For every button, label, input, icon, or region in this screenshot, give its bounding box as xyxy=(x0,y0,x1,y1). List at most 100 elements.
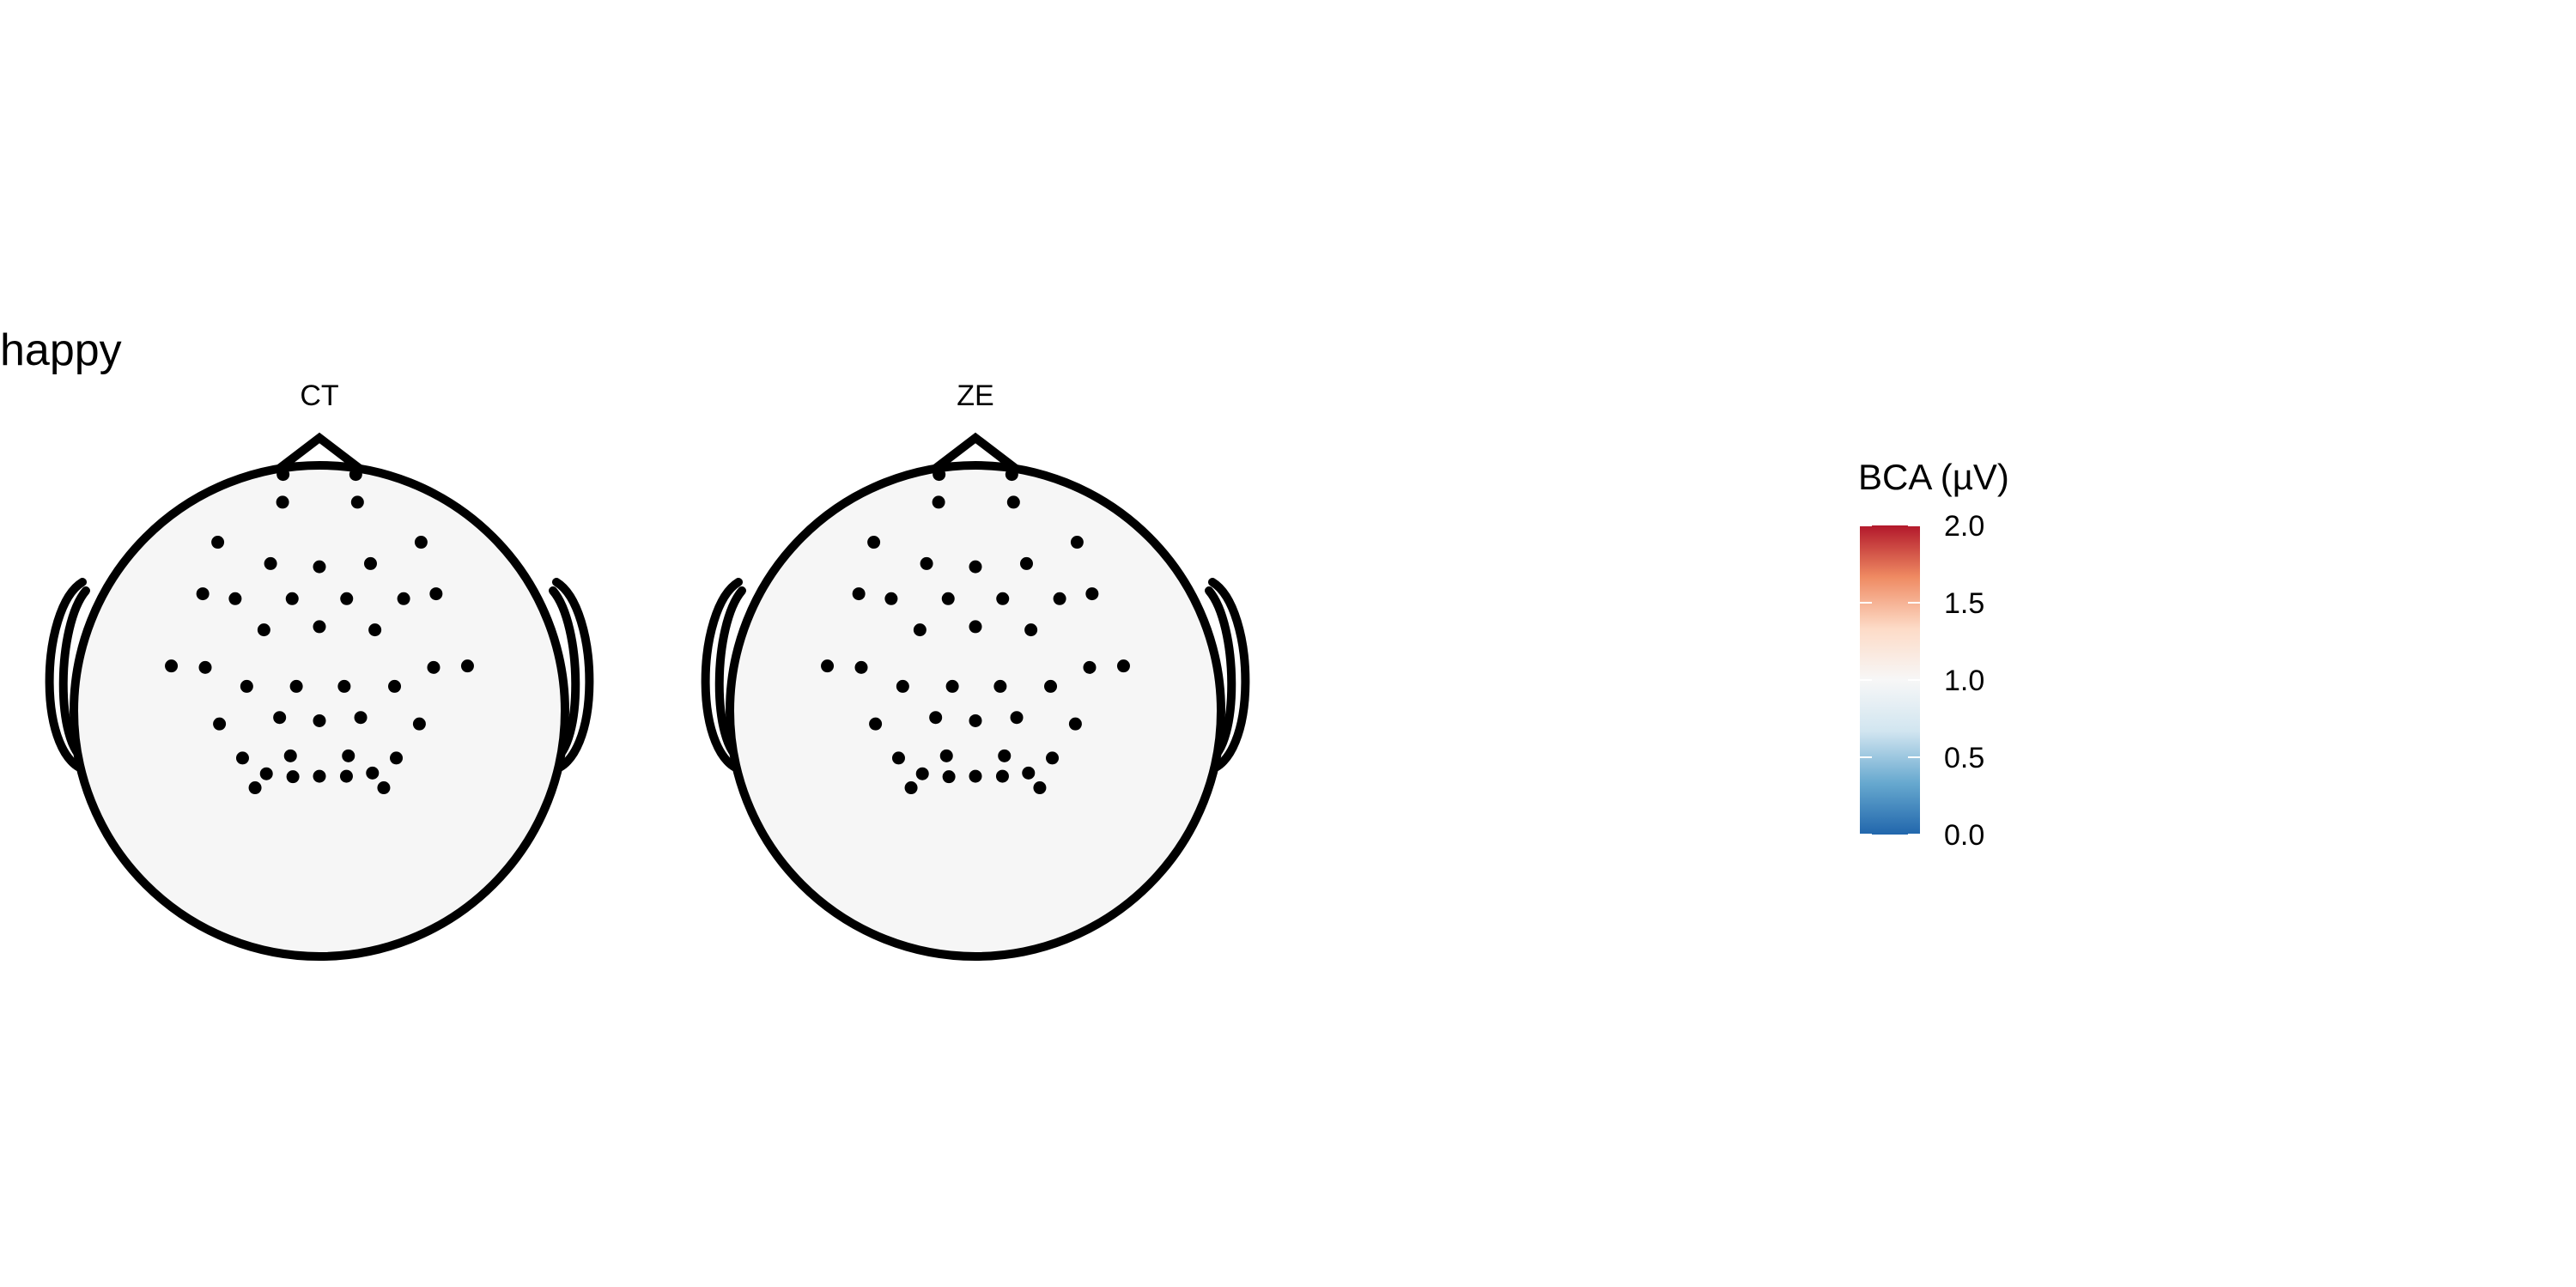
electrode-dot xyxy=(998,749,1012,762)
electrode-dot xyxy=(995,769,1009,783)
scalp-outline xyxy=(726,461,1225,961)
electrode-dot xyxy=(1116,659,1130,673)
electrode-dot xyxy=(240,679,253,693)
legend-tick-label: 0.0 xyxy=(1944,819,1984,852)
electrode-dot xyxy=(1068,717,1082,731)
electrode-dot xyxy=(929,711,943,725)
panel-label-ct: CT xyxy=(300,379,338,412)
electrode-dot xyxy=(397,592,410,605)
electrode-dot xyxy=(377,781,391,795)
electrode-dot xyxy=(854,660,868,674)
electrode-dot xyxy=(1005,468,1018,482)
nose xyxy=(925,432,1026,477)
electrode-dot xyxy=(969,769,982,783)
electrode-dot xyxy=(337,679,351,693)
right-ear xyxy=(1201,578,1250,775)
electrode-dot xyxy=(852,587,866,601)
electrode-dot xyxy=(1085,587,1099,601)
legend-tick-label: 0.5 xyxy=(1944,742,1984,774)
electrode-dot xyxy=(350,495,364,509)
electrode-dot xyxy=(289,679,303,693)
electrode-dot xyxy=(460,659,474,673)
electrode-dot xyxy=(165,659,179,673)
electrode-dot xyxy=(196,587,210,601)
electrode-dot xyxy=(1019,556,1033,570)
legend-tick-label: 1.0 xyxy=(1944,665,1984,697)
electrode-dot xyxy=(867,536,881,549)
electrode-dot xyxy=(941,592,955,605)
electrode-dot xyxy=(339,769,353,783)
electrode-dot xyxy=(313,620,326,634)
colorbar-legend: BCA (µV) 2.0 1.5 1.0 0.5 0.0 xyxy=(1858,457,2009,852)
electrode-dot xyxy=(198,660,212,674)
electrode-dot xyxy=(228,592,242,605)
electrode-dot xyxy=(969,620,982,634)
electrode-dot xyxy=(969,560,982,574)
electrode-dot xyxy=(211,536,225,549)
electrode-dot xyxy=(213,717,227,731)
topo-panel-ct: CT xyxy=(45,379,594,961)
electrode-dot xyxy=(313,713,326,727)
electrode-dot xyxy=(1006,495,1020,509)
electrode-dot xyxy=(264,556,277,570)
electrode-dot xyxy=(257,623,270,637)
electrode-dot xyxy=(363,556,377,570)
electrode-dot xyxy=(945,679,959,693)
left-ear xyxy=(701,578,750,775)
electrode-dot xyxy=(932,495,945,509)
electrode-dot xyxy=(286,770,300,784)
scalp-outline xyxy=(70,461,569,961)
electrode-dot xyxy=(942,770,956,784)
electrode-dot xyxy=(313,769,326,783)
electrode-dot xyxy=(283,749,297,762)
electrode-dot xyxy=(1053,592,1066,605)
legend-title: BCA (µV) xyxy=(1858,457,2009,497)
electrode-dot xyxy=(904,781,918,795)
legend-tick-label: 2.0 xyxy=(1944,510,1984,543)
electrode-dot xyxy=(259,767,273,780)
left-ear xyxy=(45,578,94,775)
electrode-dot xyxy=(1033,781,1047,795)
electrode-dot xyxy=(939,749,953,762)
nose xyxy=(269,432,370,477)
electrode-dot xyxy=(1024,623,1038,637)
electrode-dot xyxy=(920,556,933,570)
topo-panel-ze: ZE xyxy=(701,379,1250,961)
electrode-dot xyxy=(354,711,368,725)
electrode-dot xyxy=(869,717,883,731)
electrode-dot xyxy=(1010,711,1024,725)
electrode-dot xyxy=(427,660,440,674)
electrode-dot xyxy=(891,751,905,765)
electrode-dot xyxy=(285,592,299,605)
electrode-dot xyxy=(313,560,326,574)
electrode-dot xyxy=(1044,679,1058,693)
panel-label-ze: ZE xyxy=(957,379,993,412)
electrode-dot xyxy=(884,592,898,605)
electrode-dot xyxy=(969,713,982,727)
electrode-dot xyxy=(412,717,426,731)
electrode-dot xyxy=(235,751,249,765)
electrode-dot xyxy=(276,468,290,482)
electrode-dot xyxy=(340,592,354,605)
electrode-dot xyxy=(1046,751,1060,765)
electrode-dot xyxy=(273,711,287,725)
right-ear xyxy=(545,578,594,775)
electrode-dot xyxy=(390,751,404,765)
electrode-dot xyxy=(896,679,909,693)
electrode-dot xyxy=(996,592,1010,605)
legend-tick-label: 1.5 xyxy=(1944,587,1984,620)
electrode-dot xyxy=(366,766,380,780)
electrode-dot xyxy=(1083,660,1097,674)
electrode-dot xyxy=(414,536,428,549)
chart-title: happy xyxy=(0,325,122,375)
electrode-dot xyxy=(1022,766,1036,780)
electrode-dot xyxy=(388,679,402,693)
electrode-dot xyxy=(368,623,382,637)
electrode-dot xyxy=(933,468,946,482)
electrode-dot xyxy=(915,767,929,780)
electrode-dot xyxy=(429,587,443,601)
electrode-dot xyxy=(1070,536,1084,549)
electrode-dot xyxy=(993,679,1007,693)
electrode-dot xyxy=(342,749,355,762)
